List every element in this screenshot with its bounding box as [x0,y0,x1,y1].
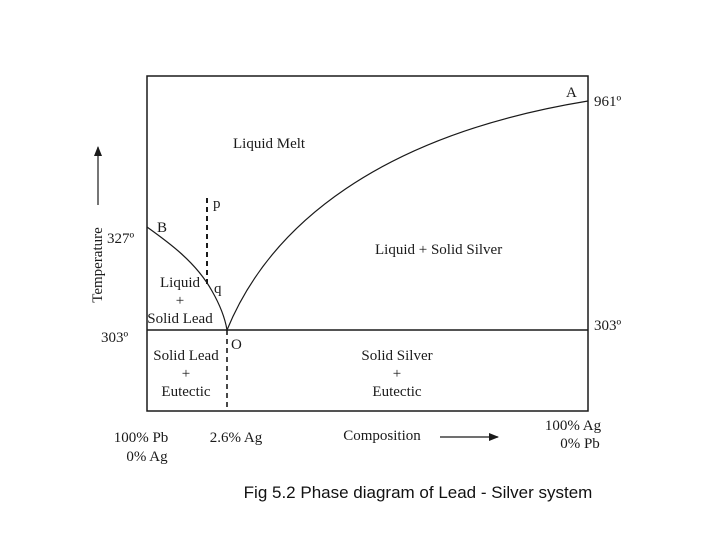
temperature-label-eutectic-left: 303º [101,330,129,346]
region-label-solid-lead-eutectic-line-3: Eutectic [161,384,210,400]
region-label-solid-silver-eutectic-line-2: + [393,366,401,382]
temperature-label-silver-melting: 961º [594,94,622,110]
point-label-o: O [231,337,242,353]
region-label-liquid-melt: Liquid Melt [233,136,306,152]
point-label-q: q [214,281,222,297]
composition-eutectic-label: 2.6% Ag [210,430,263,446]
region-label-solid-lead-eutectic-line-1: Solid Lead [153,348,219,364]
point-label-p: p [213,196,221,212]
figure-caption: Fig 5.2 Phase diagram of Lead - Silver s… [244,483,593,502]
composition-right-line-1: 100% Ag [545,418,602,434]
liquidus-curve-silver [226,100,589,331]
region-label-liquid-solid-lead-line-2: + [176,293,184,309]
temperature-label-eutectic-right: 303º [594,318,622,334]
region-label-solid-silver-eutectic-line-1: Solid Silver [361,348,432,364]
region-label-liquid-solid-silver: Liquid + Solid Silver [375,242,502,258]
composition-right-line-2: 0% Pb [560,436,600,452]
diagram-frame [146,75,589,412]
y-axis-label: Temperature [90,227,106,303]
region-label-liquid-solid-lead-line-1: Liquid [160,275,200,291]
liquidus-curve-lead [146,226,228,331]
temperature-label-lead-melting: 327º [107,231,135,247]
point-label-b: B [157,220,167,236]
region-label-solid-silver-eutectic-line-3: Eutectic [372,384,421,400]
region-label-liquid-solid-lead-line-3: Solid Lead [147,311,213,327]
point-label-a: A [566,85,577,101]
region-label-solid-lead-eutectic-line-2: + [182,366,190,382]
composition-left-line-1: 100% Pb [114,430,169,446]
composition-left-line-2: 0% Ag [126,449,168,465]
x-axis-label: Composition [343,428,421,444]
